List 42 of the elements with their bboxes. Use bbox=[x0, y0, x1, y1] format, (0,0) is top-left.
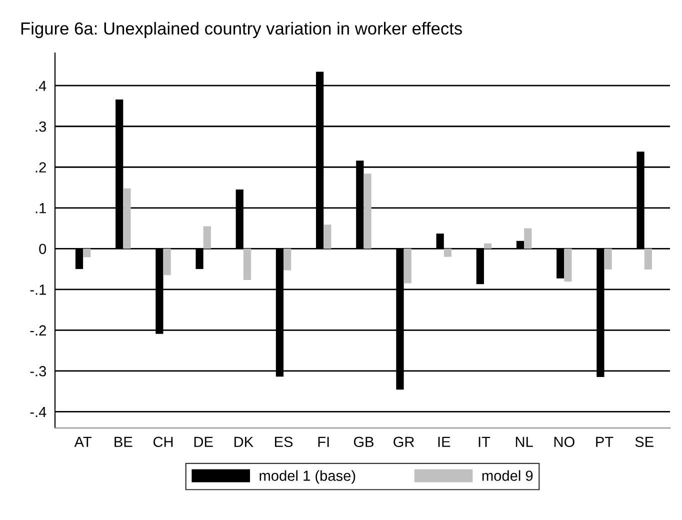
y-tick-label: .3 bbox=[36, 121, 46, 132]
y-tick-label: .1 bbox=[36, 203, 46, 214]
bar bbox=[564, 248, 572, 282]
x-tick-label: BE bbox=[114, 436, 132, 447]
y-tick-label: -.3 bbox=[30, 366, 46, 376]
bar bbox=[284, 248, 292, 270]
bar bbox=[364, 174, 372, 249]
bar bbox=[484, 243, 492, 249]
bar bbox=[324, 224, 332, 249]
x-tick-label: AT bbox=[74, 436, 92, 447]
y-tick-label: -.1 bbox=[30, 284, 46, 295]
x-tick-label: CH bbox=[153, 436, 173, 448]
y-tick-label: .2 bbox=[36, 162, 46, 172]
bar bbox=[83, 248, 91, 258]
x-tick-label: PT bbox=[596, 436, 614, 447]
bar bbox=[444, 248, 452, 257]
x-tick-label: DE bbox=[194, 436, 213, 447]
bar bbox=[163, 248, 171, 276]
bar bbox=[524, 228, 532, 249]
legend-label: model 1 (base) bbox=[260, 470, 356, 484]
x-tick-label: DK bbox=[234, 436, 254, 447]
x-tick-label: IE bbox=[438, 436, 450, 447]
bar bbox=[404, 248, 412, 284]
chart-title: Figure 6a: Unexplained country variation in worker effects bbox=[21, 22, 462, 38]
x-tick-label: NL bbox=[516, 436, 533, 447]
x-tick-label: GB bbox=[354, 436, 374, 448]
y-tick-label: -.2 bbox=[30, 325, 46, 336]
x-tick-label: NO bbox=[554, 436, 574, 448]
bar bbox=[203, 226, 211, 249]
x-tick-label: GR bbox=[394, 436, 414, 448]
legend-label: model 9 bbox=[482, 470, 533, 481]
bar bbox=[243, 248, 252, 280]
bar bbox=[604, 248, 612, 270]
x-tick-label: SE bbox=[635, 436, 654, 448]
y-tick-label: 0 bbox=[39, 244, 46, 254]
x-tick-label: IT bbox=[478, 436, 490, 447]
y-tick-label: -.4 bbox=[30, 406, 46, 417]
x-tick-label: ES bbox=[274, 436, 293, 448]
x-tick-label: FI bbox=[318, 436, 329, 447]
y-tick-label: .4 bbox=[36, 80, 46, 91]
bar bbox=[123, 188, 131, 249]
bar bbox=[644, 248, 652, 270]
